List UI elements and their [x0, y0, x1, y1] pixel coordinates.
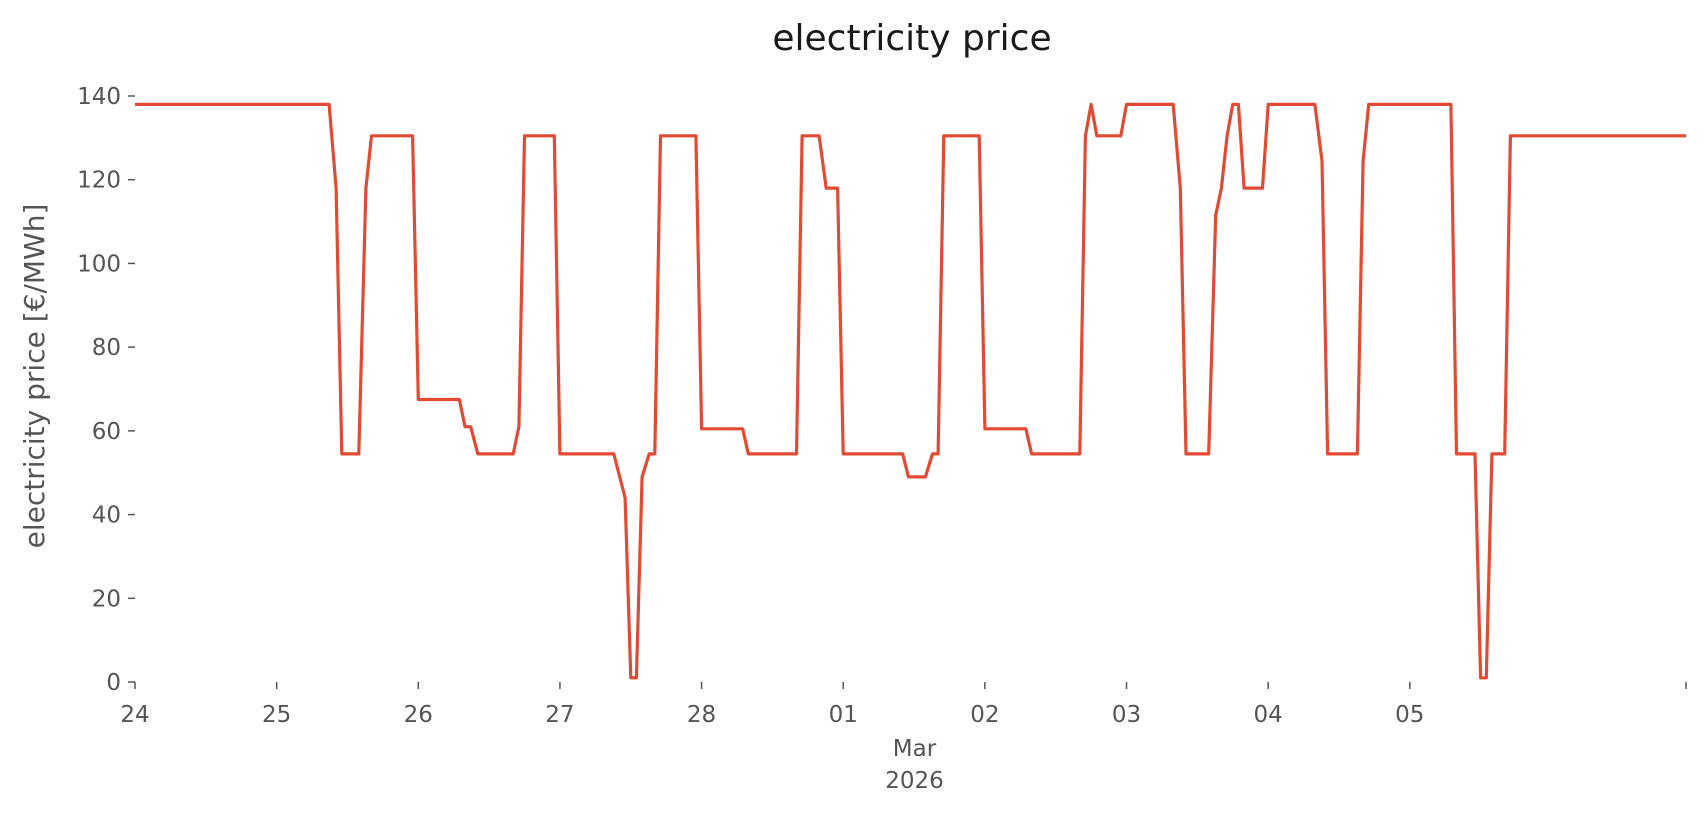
x-tick-label: 03 — [1112, 702, 1141, 728]
x-tick-label: 24 — [120, 702, 149, 728]
y-tick-label: 60 — [92, 419, 121, 445]
x-tick-label: 25 — [262, 702, 291, 728]
y-tick-label: 80 — [92, 335, 121, 361]
price-series-line — [135, 102, 1686, 680]
x-tick-label: 28 — [687, 702, 716, 728]
chart-title: electricity price — [772, 18, 1051, 59]
x-tick-label: 26 — [404, 702, 433, 728]
y-tick-label: 40 — [92, 503, 121, 529]
x-axis: Mar 2026 24 25 26 27 28 01 02 03 04 05 — [120, 682, 1687, 794]
y-tick-label: 140 — [77, 84, 121, 110]
x-tick-label: 05 — [1395, 702, 1424, 728]
y-tick-label: 20 — [92, 586, 121, 612]
x-tick-label: 02 — [970, 702, 999, 728]
y-axis-label: electricity price [€/MWh] — [18, 204, 51, 549]
y-axis: 0 20 40 60 80 100 120 140 — [77, 84, 135, 696]
x-axis-year-label: 2026 — [885, 768, 944, 794]
x-tick-label: 01 — [829, 702, 858, 728]
y-tick-label: 0 — [106, 670, 121, 696]
y-tick-label: 120 — [77, 168, 121, 194]
x-tick-label: 27 — [545, 702, 574, 728]
x-axis-month-label: Mar — [893, 736, 937, 762]
y-tick-label: 100 — [77, 251, 121, 277]
plot-area — [135, 102, 1686, 680]
x-tick-label: 04 — [1254, 702, 1283, 728]
